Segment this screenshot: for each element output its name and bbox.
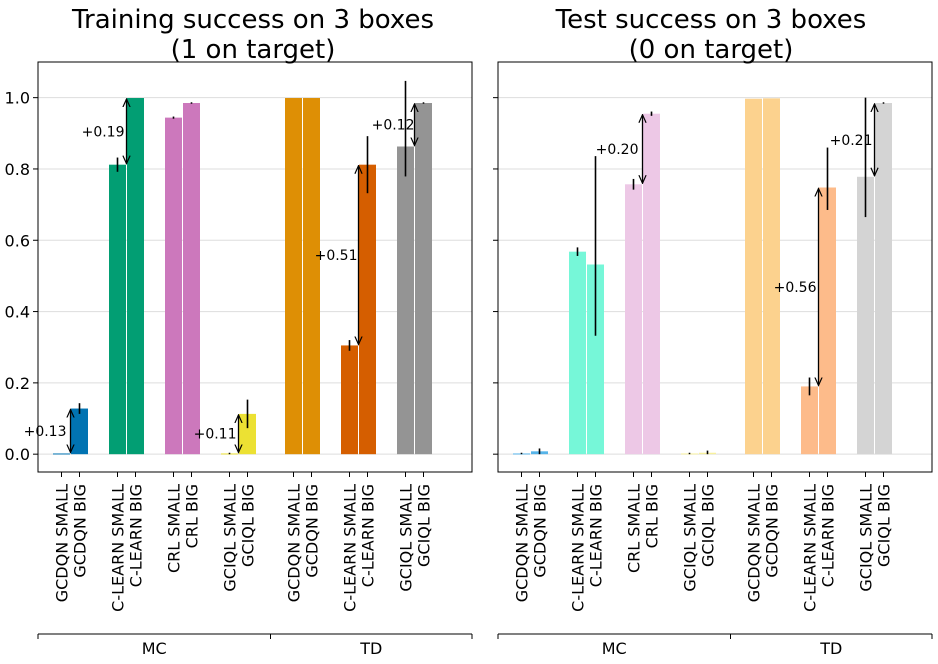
test-panel: Test success on 3 boxes (0 on target) +0… bbox=[493, 5, 933, 658]
bar bbox=[587, 264, 604, 455]
group-label: TD bbox=[819, 639, 842, 658]
improvement-label: +0.13 bbox=[24, 424, 67, 440]
x-tick-label: GCIQL SMALL bbox=[857, 484, 876, 592]
x-tick-label: GCDQN SMALL bbox=[745, 484, 764, 602]
test-x-axis: GCDQN SMALL GCDQN BIG C-LEARN SMALL C-LEARN… bbox=[513, 472, 894, 612]
bar bbox=[875, 103, 892, 455]
x-tick-label: C-LEARN BIG bbox=[587, 484, 606, 587]
train-improvement-annotations: +0.13 +0.19 +0.11 +0.51 +0.12 bbox=[24, 99, 415, 452]
bar bbox=[763, 98, 780, 455]
group-label: TD bbox=[359, 639, 382, 658]
x-tick-label: GCIQL BIG bbox=[239, 484, 258, 567]
bar bbox=[415, 103, 432, 455]
x-tick-label: C-LEARN SMALL bbox=[569, 484, 588, 612]
y-tick-label: 0.2 bbox=[5, 374, 30, 393]
bar bbox=[359, 164, 376, 455]
x-tick-label: C-LEARN BIG bbox=[127, 484, 146, 587]
bar bbox=[569, 251, 586, 455]
bar bbox=[109, 164, 126, 455]
y-tick-label: 0.4 bbox=[5, 303, 30, 322]
bar bbox=[303, 98, 320, 455]
bar bbox=[239, 413, 256, 455]
x-tick-label: GCIQL BIG bbox=[699, 484, 718, 567]
x-tick-label: GCDQN SMALL bbox=[285, 484, 304, 602]
x-tick-label: CRL BIG bbox=[643, 484, 662, 548]
x-tick-label: C-LEARN SMALL bbox=[801, 484, 820, 612]
test-y-axis bbox=[493, 97, 498, 455]
x-tick-label: GCIQL BIG bbox=[415, 484, 434, 567]
x-tick-label: GCDQN BIG bbox=[303, 484, 322, 578]
train-error-bars bbox=[78, 80, 425, 455]
test-group-axis: MC TD bbox=[497, 633, 933, 658]
bar bbox=[285, 98, 302, 455]
bar bbox=[53, 453, 70, 455]
x-tick-label: GCIQL SMALL bbox=[397, 484, 416, 592]
improvement-label: +0.51 bbox=[315, 248, 358, 264]
x-tick-label: C-LEARN SMALL bbox=[341, 484, 360, 612]
bar bbox=[183, 103, 200, 455]
bar bbox=[857, 176, 874, 455]
group-label: MC bbox=[142, 639, 167, 658]
x-tick-label: GCDQN SMALL bbox=[513, 484, 532, 602]
x-tick-label: GCDQN SMALL bbox=[53, 484, 72, 602]
improvement-label: +0.11 bbox=[194, 427, 237, 443]
bar bbox=[819, 187, 836, 455]
train-group-axis: MC TD bbox=[37, 633, 473, 658]
y-tick-label: 0.6 bbox=[5, 231, 30, 250]
x-tick-label: GCDQN BIG bbox=[531, 484, 550, 578]
bar bbox=[71, 408, 88, 455]
train-plot-frame bbox=[37, 61, 473, 473]
bar bbox=[127, 98, 144, 455]
x-tick-label: GCIQL SMALL bbox=[221, 484, 240, 592]
x-tick-label: C-LEARN BIG bbox=[359, 484, 378, 587]
x-tick-label: C-LEARN SMALL bbox=[109, 484, 128, 612]
test-error-bars bbox=[520, 97, 885, 455]
train-panel: Training success on 3 boxes (1 on target… bbox=[5, 5, 473, 658]
improvement-label: +0.21 bbox=[830, 133, 873, 149]
improvement-label: +0.56 bbox=[774, 280, 817, 296]
bar bbox=[165, 117, 182, 455]
x-tick-label: CRL SMALL bbox=[625, 484, 644, 573]
train-title-line2: (1 on target) bbox=[171, 35, 336, 65]
test-bars bbox=[513, 98, 892, 455]
group-label: MC bbox=[602, 639, 627, 658]
bar bbox=[397, 146, 414, 455]
y-tick-label: 0.0 bbox=[5, 445, 30, 464]
test-title-line1: Test success on 3 boxes bbox=[555, 5, 867, 35]
train-bars bbox=[53, 98, 432, 455]
x-tick-label: GCDQN BIG bbox=[71, 484, 90, 578]
test-improvement-annotations: +0.20 +0.56 +0.21 bbox=[596, 104, 875, 385]
x-tick-label: GCIQL SMALL bbox=[681, 484, 700, 592]
x-tick-label: GCIQL BIG bbox=[875, 484, 894, 567]
y-tick-label: 0.8 bbox=[5, 160, 30, 179]
x-tick-label: C-LEARN BIG bbox=[819, 484, 838, 587]
bar bbox=[745, 98, 762, 455]
y-tick-label: 1.0 bbox=[5, 89, 30, 108]
bar bbox=[643, 113, 660, 455]
test-plot-frame bbox=[497, 61, 933, 473]
bar bbox=[625, 184, 642, 455]
improvement-label: +0.19 bbox=[82, 124, 125, 140]
train-x-axis: GCDQN SMALL GCDQN BIG C-LEARN SMALL C-LEARN… bbox=[53, 472, 434, 612]
train-title-line1: Training success on 3 boxes bbox=[71, 5, 434, 35]
x-tick-label: CRL BIG bbox=[183, 484, 202, 548]
improvement-label: +0.12 bbox=[372, 118, 415, 134]
test-title-line2: (0 on target) bbox=[629, 35, 794, 65]
improvement-label: +0.20 bbox=[596, 142, 639, 158]
x-tick-label: GCDQN BIG bbox=[763, 484, 782, 578]
x-tick-label: CRL SMALL bbox=[165, 484, 184, 573]
bar bbox=[801, 386, 818, 455]
bar bbox=[341, 345, 358, 455]
train-y-axis: 0.0 0.2 0.4 0.6 0.8 1.0 bbox=[5, 89, 38, 464]
